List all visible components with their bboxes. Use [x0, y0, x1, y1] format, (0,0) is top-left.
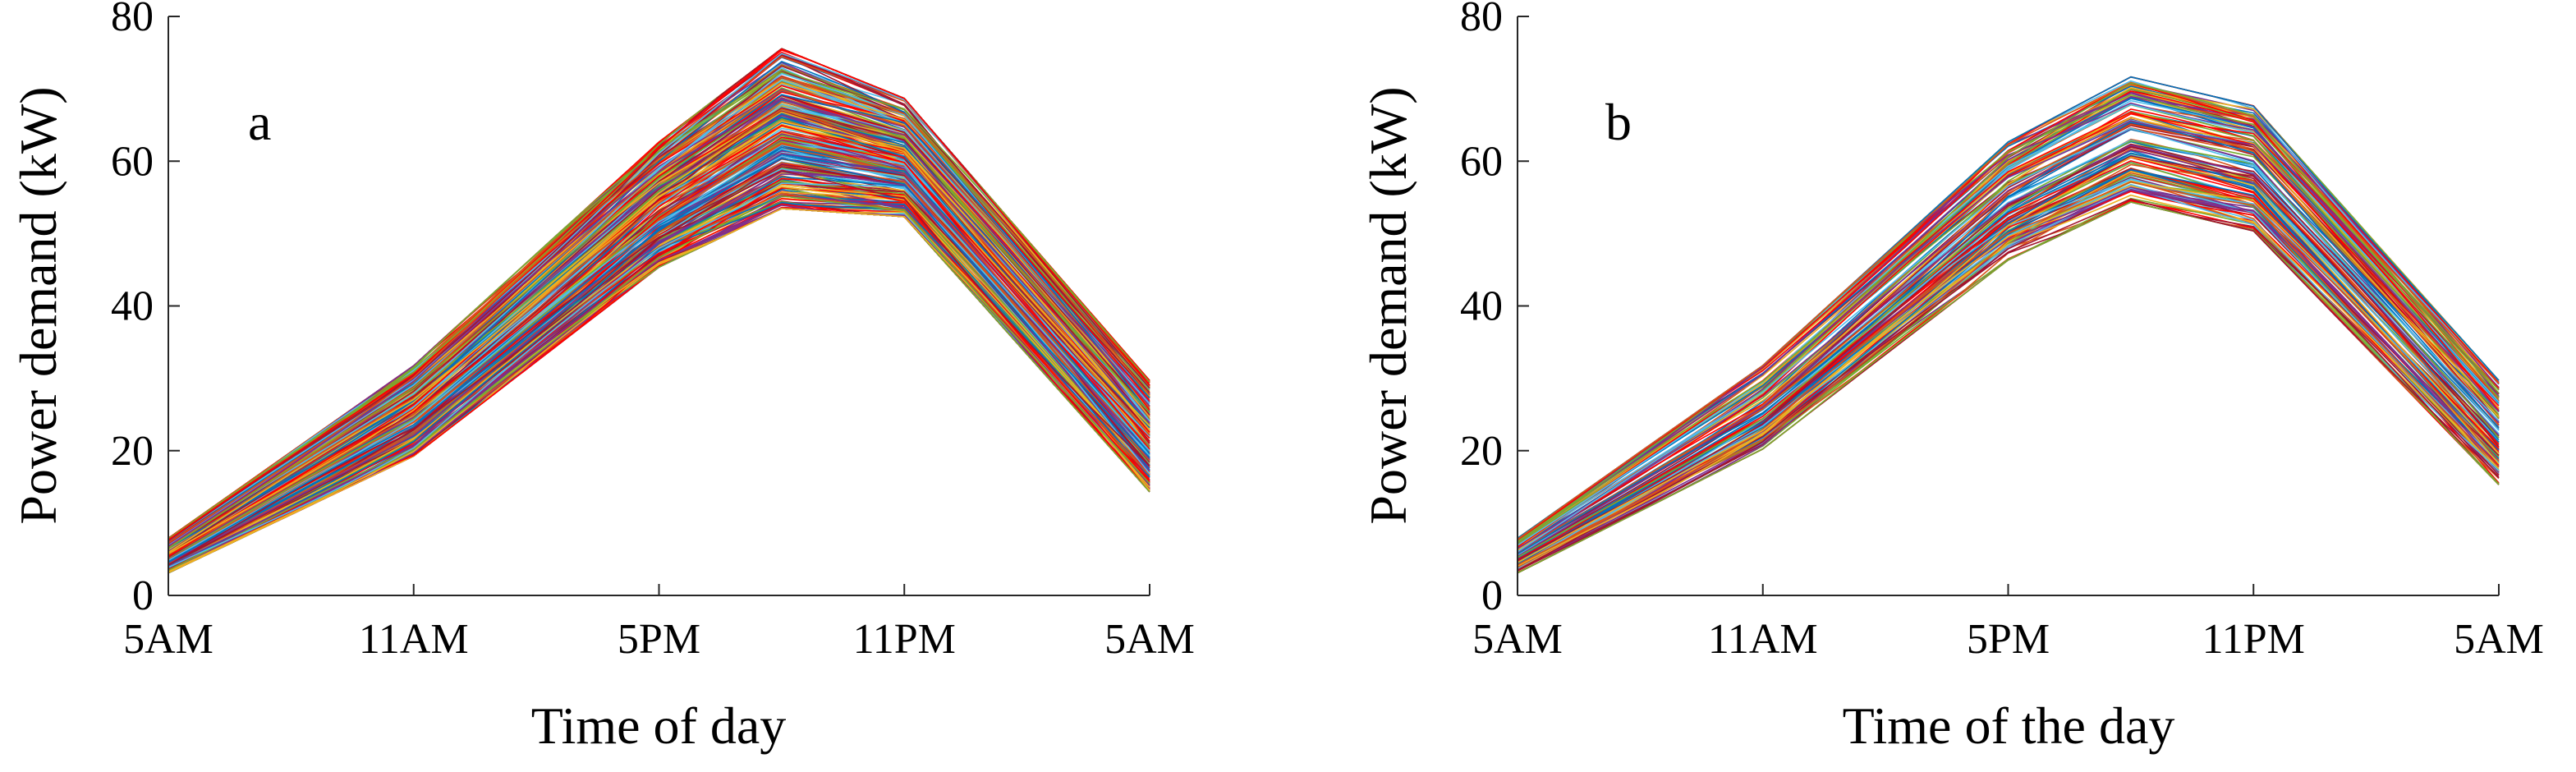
series-line-a-288 — [168, 124, 1150, 558]
y-tick-label-b: 80 — [1460, 0, 1503, 40]
series-line-a-300 — [168, 97, 1150, 547]
series-line-b-125 — [1517, 94, 2500, 542]
x-tick-label-a: 5AM — [1104, 616, 1195, 663]
series-line-b-83 — [1517, 94, 2500, 545]
axes-a: 0 20 40 60 80 5AM 11AM 5PM 11PM 5AM — [111, 0, 1195, 663]
series-line-a-250 — [168, 142, 1150, 561]
series-line-b-127 — [1517, 201, 2500, 572]
y-tick-label-a: 80 — [111, 0, 154, 40]
y-tick-label-a: 60 — [111, 138, 154, 185]
y-axis-label-a: Power demand (kW) — [9, 86, 67, 524]
series-line-a-297 — [168, 157, 1150, 563]
panel-label-b: b — [1605, 93, 1632, 151]
series-line-a-275 — [168, 184, 1150, 568]
series-line-b-146 — [1517, 181, 2500, 566]
series-line-b-142 — [1517, 103, 2500, 546]
chart-panel-a: 0 20 40 60 80 5AM 11AM 5PM 11PM 5AM a Time of day… — [9, 0, 1195, 755]
x-tick-label-a: 5AM — [123, 616, 214, 663]
series-line-a-294 — [168, 155, 1150, 561]
series-line-b-143 — [1517, 155, 2500, 561]
y-axis-label-b: Power demand (kW) — [1359, 86, 1417, 524]
x-tick-label-b: 5PM — [1967, 616, 2050, 663]
series-line-b-124 — [1517, 188, 2500, 568]
series-line-b-111 — [1517, 127, 2500, 554]
y-tick-label-a: 0 — [132, 572, 154, 619]
series-line-b-112 — [1517, 160, 2500, 562]
x-tick-label-b: 11PM — [2202, 616, 2305, 663]
series-line-b-135 — [1517, 198, 2500, 572]
series-line-b-145 — [1517, 122, 2500, 555]
series-line-a-269 — [168, 48, 1150, 540]
series-line-b-144 — [1517, 113, 2500, 549]
series-line-a-285 — [168, 195, 1150, 572]
series-line-b-138 — [1517, 81, 2500, 540]
x-tick-label-b: 5AM — [2454, 616, 2544, 663]
axes-b: 0 20 40 60 80 5AM 11AM 5PM 11PM 5AM — [1460, 0, 2544, 663]
chart-panel-b: 0 20 40 60 80 5AM 11AM 5PM 11PM 5AM b Time of the… — [1359, 0, 2544, 755]
series-line-a-240 — [168, 91, 1150, 549]
x-tick-label-a: 11PM — [853, 616, 956, 663]
series-line-a-287 — [168, 110, 1150, 555]
x-tick-label-a: 5PM — [618, 616, 700, 663]
x-axis-label-b: Time of the day — [1843, 696, 2175, 755]
series-line-a-299 — [168, 111, 1150, 554]
series-line-a-258 — [168, 162, 1150, 564]
series-line-a-293 — [168, 97, 1150, 549]
y-tick-label-b: 40 — [1460, 283, 1503, 330]
x-tick-label-a: 11AM — [359, 616, 469, 663]
series-line-a-267 — [168, 208, 1150, 573]
series-line-a-296 — [168, 48, 1150, 540]
x-tick-label-b: 11AM — [1708, 616, 1818, 663]
x-tick-label-b: 5AM — [1472, 616, 1563, 663]
series-line-a-298 — [168, 76, 1150, 544]
series-line-a-295 — [168, 170, 1150, 566]
series-line-b-147 — [1517, 156, 2500, 563]
series-line-b-132 — [1517, 102, 2500, 544]
y-tick-label-b: 0 — [1481, 572, 1503, 619]
series-line-a-291 — [168, 120, 1150, 554]
series-line-a-286 — [168, 182, 1150, 568]
series-line-a-243 — [168, 131, 1150, 556]
series-line-b-150 — [1517, 127, 2500, 553]
y-tick-label-a: 20 — [111, 428, 154, 475]
series-line-b-133 — [1517, 201, 2500, 574]
series-line-a-282 — [168, 120, 1150, 556]
series-line-b-103 — [1517, 146, 2500, 558]
x-axis-label-a: Time of day — [531, 696, 787, 755]
panel-label-a: a — [248, 93, 271, 151]
y-tick-label-b: 60 — [1460, 138, 1503, 185]
series-line-b-139 — [1517, 180, 2500, 567]
series-line-b-141 — [1517, 140, 2500, 558]
series-line-a-264 — [168, 136, 1150, 561]
series-line-b-136 — [1517, 111, 2500, 548]
series-line-b-149 — [1517, 82, 2500, 544]
series-line-b-122 — [1517, 126, 2500, 554]
series-group-b — [1517, 76, 2500, 574]
series-group-a — [168, 48, 1150, 574]
y-tick-label-b: 20 — [1460, 428, 1503, 475]
y-tick-label-a: 40 — [111, 283, 154, 330]
